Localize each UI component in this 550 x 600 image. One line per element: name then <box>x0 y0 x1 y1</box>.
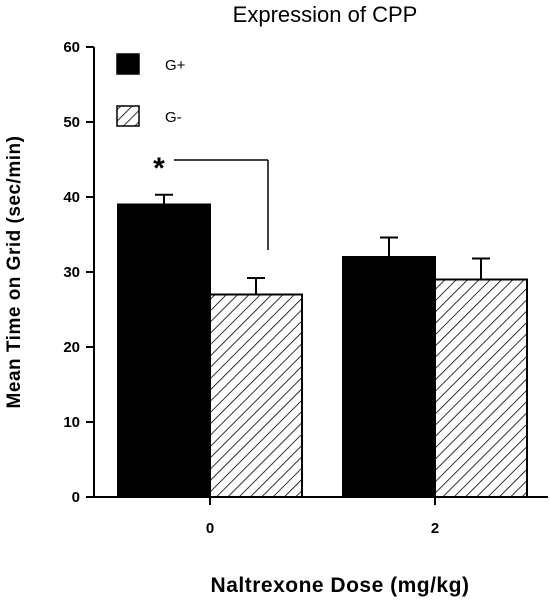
legend-label: G+ <box>165 57 186 74</box>
x-tick-label: 2 <box>431 520 439 537</box>
y-axis-label: Mean Time on Grid (sec/min) <box>4 136 25 409</box>
legend: G+ G- <box>116 53 186 127</box>
bar-g-plus <box>342 256 436 498</box>
bar-g-plus <box>117 203 211 498</box>
y-tick-label: 0 <box>72 489 80 506</box>
legend-swatch-g-minus <box>116 105 140 127</box>
bars <box>117 193 528 498</box>
legend-label: G- <box>165 109 182 126</box>
y-tick-label: 20 <box>63 339 80 356</box>
chart-title: Expression of CPP <box>233 2 418 27</box>
x-axis-label: Naltrexone Dose (mg/kg) <box>211 574 470 597</box>
x-tick-label: 0 <box>206 520 214 537</box>
y-tick-label: 60 <box>63 39 80 56</box>
y-tick-label: 30 <box>63 264 80 281</box>
significance-star: * <box>153 152 165 185</box>
annotations: * <box>153 152 269 250</box>
y-tick-label: 10 <box>63 414 80 431</box>
legend-swatch-g-plus <box>116 53 140 75</box>
y-tick-label: 50 <box>63 114 80 131</box>
bar-g-minus <box>209 293 303 498</box>
y-tick-label: 40 <box>63 189 80 206</box>
bar-g-minus <box>434 278 528 498</box>
